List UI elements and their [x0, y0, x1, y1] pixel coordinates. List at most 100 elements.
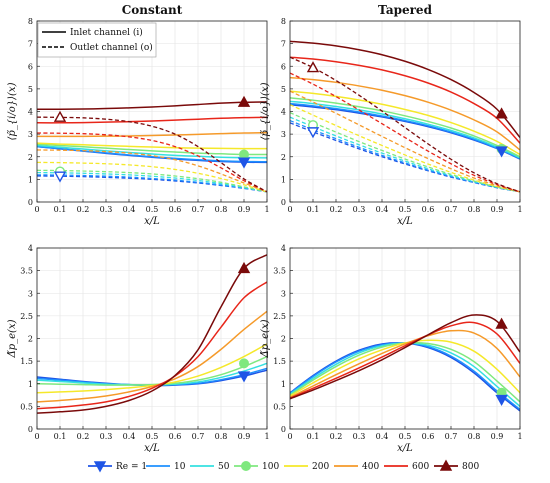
x-tick-label: 0.5	[146, 205, 159, 214]
x-tick-label: 0.1	[307, 432, 320, 441]
y-tick-label: 4	[28, 244, 33, 253]
x-tick-label: 0	[287, 205, 292, 214]
series-line-re-400	[37, 310, 267, 403]
y-tick-label: 8	[281, 17, 286, 26]
series-group	[37, 254, 267, 414]
series-line-re-400-outlet	[290, 90, 520, 193]
y-axis-label: ⟨p̃_{i/o}⟩(x)	[7, 82, 18, 140]
y-tick-label: 4	[281, 244, 286, 253]
y-tick-label: 6	[28, 62, 33, 71]
x-tick-label: 1	[517, 205, 522, 214]
series-line-re-200	[37, 343, 267, 394]
y-axis-label: Δ̃p_e(x)	[260, 319, 271, 358]
series-line-re-50-inlet	[37, 144, 267, 159]
series-line-re-100-inlet	[290, 97, 520, 158]
series-line-re-800	[37, 254, 267, 414]
x-tick-label: 0	[34, 205, 39, 214]
marker-re-800	[237, 95, 251, 107]
series-group	[290, 40, 520, 193]
x-tick-label: 0.8	[468, 205, 481, 214]
legend-label: 600	[412, 462, 429, 472]
marker-re-1	[306, 127, 320, 139]
x-tick-label: 0.9	[238, 432, 251, 441]
y-tick-label: 2	[281, 335, 286, 344]
series-line-re-600-outlet	[290, 72, 520, 193]
x-tick-label: 0.7	[192, 205, 205, 214]
series-line-re-10-inlet	[290, 102, 520, 160]
x-tick-label: 0.3	[353, 432, 366, 441]
x-tick-label: 0.9	[238, 205, 251, 214]
legend-item-re-100: 100	[234, 461, 279, 472]
series-group	[290, 314, 520, 412]
legend-label: Re = 1	[116, 462, 147, 472]
y-tick-label: 2	[28, 335, 33, 344]
series-line-re-600	[290, 321, 520, 399]
series-line-re-400	[290, 329, 520, 398]
series-line-re-10-outlet	[290, 119, 520, 193]
series-line-re-400-inlet	[37, 132, 267, 138]
y-tick-label: 2	[28, 153, 33, 162]
x-tick-label: 0	[287, 432, 292, 441]
column-title-tapered: Tapered	[378, 3, 433, 17]
x-tick-label: 0.7	[445, 205, 458, 214]
x-tick-label: 0	[34, 432, 39, 441]
x-tick-label: 0.4	[376, 432, 389, 441]
legend-label: 10	[174, 462, 186, 472]
x-tick-label: 0.9	[491, 205, 504, 214]
x-axis-label: x/L	[397, 216, 413, 227]
x-tick-label: 0.2	[77, 205, 90, 214]
y-tick-label: 3.5	[273, 267, 286, 276]
x-axis-label: x/L	[144, 216, 160, 227]
series-line-re-200	[290, 339, 520, 397]
y-axis-label: ⟨p̃_{i/o}⟩(x)	[260, 82, 271, 140]
series-line-re-10-outlet	[37, 174, 267, 193]
y-tick-label: 1.5	[273, 357, 286, 366]
x-tick-label: 0.1	[54, 432, 67, 441]
series-line-re-600	[37, 281, 267, 410]
y-tick-label: 3	[28, 289, 33, 298]
x-tick-label: 0.4	[376, 205, 389, 214]
y-tick-label: 3.5	[20, 267, 33, 276]
y-tick-label: 0	[28, 425, 33, 434]
legend-marker-re-800	[439, 459, 453, 471]
legend-label: 400	[362, 462, 379, 472]
x-tick-label: 0.6	[422, 432, 435, 441]
x-axis-label: x/L	[144, 443, 160, 454]
series-line-re-50-inlet	[290, 100, 520, 159]
x-tick-label: 0.8	[468, 432, 481, 441]
y-tick-label: 4	[281, 108, 286, 117]
y-tick-label: 0.5	[273, 402, 286, 411]
y-tick-label: 1	[28, 175, 33, 184]
x-tick-label: 1	[264, 432, 269, 441]
y-tick-label: 1	[28, 380, 33, 389]
series-line-re-400-inlet	[290, 76, 520, 151]
legend-label: 50	[218, 462, 230, 472]
legend-marker-re-1	[93, 461, 107, 473]
series-line-re-100-outlet	[37, 169, 267, 193]
series-line-re-200-inlet	[37, 142, 267, 150]
column-title-constant: Constant	[122, 3, 183, 17]
y-axis-label: Δ̃p_e(x)	[7, 319, 18, 358]
y-tick-label: 8	[28, 17, 33, 26]
series-line-re-800-inlet	[290, 40, 520, 138]
series-line-re-800-outlet	[37, 116, 267, 193]
x-tick-label: 0.4	[123, 432, 136, 441]
series-line-re-600-inlet	[290, 56, 520, 144]
series-line-re-100-outlet	[290, 112, 520, 193]
series-line-re-100-inlet	[37, 143, 267, 156]
marker-re-800	[237, 261, 251, 274]
x-tick-label: 0.2	[77, 432, 90, 441]
y-tick-label: 5	[281, 85, 286, 94]
x-axis-label: x/L	[397, 443, 413, 454]
y-tick-label: 1.5	[20, 357, 33, 366]
y-tick-label: 3	[281, 130, 286, 139]
legend-marker-re-100	[240, 461, 251, 472]
y-tick-label: 6	[281, 62, 286, 71]
x-tick-label: 0.6	[169, 205, 182, 214]
legend-item-re-800: 800	[434, 459, 479, 472]
y-tick-label: 3	[281, 289, 286, 298]
series-line-re-200-outlet	[37, 161, 267, 193]
bottom-legend: Re = 1 10 50 100 200 400 600 800	[88, 459, 479, 473]
legend-item-re-1: Re = 1	[88, 461, 147, 473]
x-tick-label: 1	[264, 205, 269, 214]
